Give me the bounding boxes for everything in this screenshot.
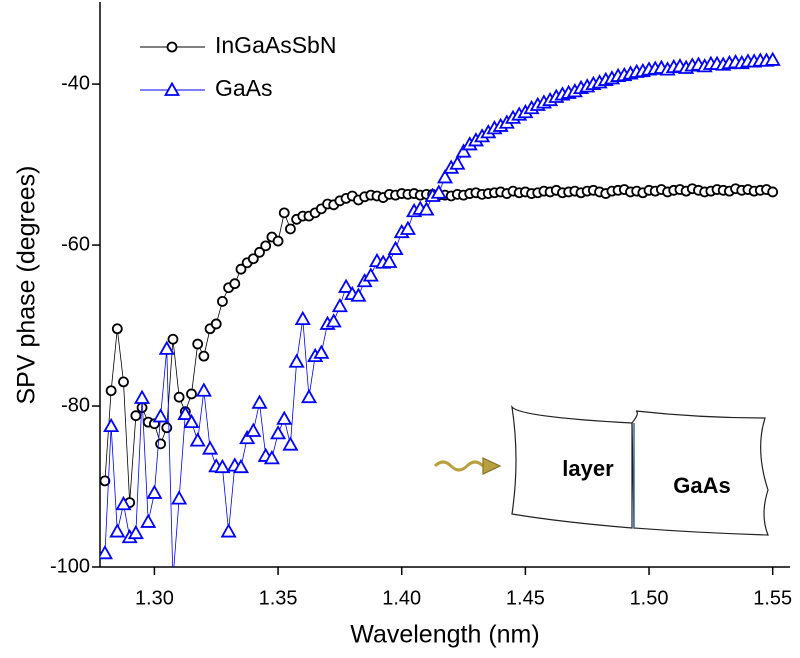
plot-area bbox=[100, 51, 781, 585]
inset-label: layer bbox=[562, 456, 614, 481]
data-point bbox=[195, 382, 212, 397]
data-point bbox=[140, 513, 157, 528]
data-point bbox=[100, 544, 113, 560]
data-point bbox=[158, 340, 175, 355]
data-point bbox=[183, 413, 200, 429]
data-point bbox=[220, 523, 237, 538]
data-point bbox=[239, 429, 256, 445]
x-tick-label: 1.45 bbox=[506, 587, 545, 609]
x-tick-label: 1.35 bbox=[259, 587, 298, 609]
data-point bbox=[155, 438, 166, 450]
data-point bbox=[177, 405, 194, 420]
data-point bbox=[130, 410, 142, 422]
inset-diagram: layer GaAs bbox=[433, 404, 769, 536]
arrow-head bbox=[482, 457, 502, 475]
data-point bbox=[134, 389, 151, 404]
data-point bbox=[764, 51, 781, 66]
data-point bbox=[111, 323, 123, 335]
data-point bbox=[235, 263, 247, 275]
data-point bbox=[115, 495, 132, 511]
data-point bbox=[325, 313, 342, 328]
legend-label: InGaAsSbN bbox=[215, 32, 336, 58]
data-point bbox=[278, 207, 290, 219]
data-point bbox=[313, 344, 330, 359]
y-tick-label: -60 bbox=[61, 233, 90, 255]
data-point bbox=[263, 450, 280, 465]
data-point bbox=[418, 201, 435, 216]
data-point bbox=[294, 310, 311, 326]
data-point bbox=[247, 253, 259, 265]
data-point bbox=[186, 388, 197, 400]
x-tick-label: 1.50 bbox=[630, 587, 669, 609]
legend-label: GaAs bbox=[215, 75, 273, 101]
data-point bbox=[161, 422, 173, 434]
data-point bbox=[350, 287, 367, 302]
gaas-shape bbox=[631, 410, 769, 536]
data-point bbox=[167, 333, 179, 345]
data-point bbox=[270, 425, 287, 440]
data-point bbox=[229, 278, 241, 290]
x-tick-label: 1.30 bbox=[135, 587, 174, 609]
data-point bbox=[100, 475, 111, 487]
data-point bbox=[173, 391, 185, 403]
data-point bbox=[338, 278, 355, 293]
data-point bbox=[260, 240, 272, 252]
data-point bbox=[331, 297, 348, 313]
data-point bbox=[436, 169, 454, 184]
y-tick-label: -80 bbox=[61, 394, 90, 416]
data-point bbox=[166, 573, 179, 585]
series-line bbox=[104, 59, 773, 567]
x-tick-label: 1.55 bbox=[753, 587, 792, 609]
data-point bbox=[152, 408, 169, 423]
data-point bbox=[285, 223, 296, 235]
x-tick-label: 1.40 bbox=[382, 587, 421, 609]
data-point bbox=[109, 523, 126, 538]
data-point bbox=[171, 490, 188, 505]
x-axis-title: Wavelength (nm) bbox=[350, 621, 539, 649]
data-point bbox=[381, 253, 398, 268]
light-arrow bbox=[433, 460, 485, 472]
data-point bbox=[245, 422, 262, 437]
data-point bbox=[288, 353, 305, 368]
data-point bbox=[198, 350, 210, 362]
data-point bbox=[232, 458, 250, 474]
data-point bbox=[387, 240, 404, 255]
data-point bbox=[455, 143, 472, 158]
layer-shape bbox=[511, 404, 633, 529]
data-point bbox=[202, 440, 219, 455]
inset-label: GaAs bbox=[673, 473, 730, 498]
data-point bbox=[767, 186, 779, 198]
data-point bbox=[276, 410, 293, 425]
data-point bbox=[189, 432, 206, 447]
data-point bbox=[362, 267, 379, 282]
data-point bbox=[214, 458, 231, 474]
series-line bbox=[104, 188, 773, 503]
data-point bbox=[118, 376, 129, 388]
y-axis-title: SPV phase (degrees) bbox=[13, 165, 41, 404]
data-point bbox=[105, 385, 117, 397]
data-point bbox=[217, 296, 228, 307]
data-point bbox=[430, 184, 447, 199]
data-point bbox=[251, 394, 268, 409]
legend-marker bbox=[163, 81, 181, 96]
data-point bbox=[103, 417, 120, 433]
data-point bbox=[192, 338, 204, 350]
data-point bbox=[146, 484, 163, 499]
data-point bbox=[254, 246, 265, 258]
data-point bbox=[282, 436, 299, 451]
data-point bbox=[300, 388, 318, 404]
data-point bbox=[399, 220, 416, 235]
y-tick-label: -40 bbox=[61, 72, 90, 94]
y-tick-label: -100 bbox=[50, 555, 90, 577]
data-point bbox=[210, 318, 222, 330]
data-point bbox=[127, 524, 144, 540]
legend-marker bbox=[166, 41, 178, 53]
data-point bbox=[449, 155, 466, 170]
data-point bbox=[272, 235, 284, 247]
